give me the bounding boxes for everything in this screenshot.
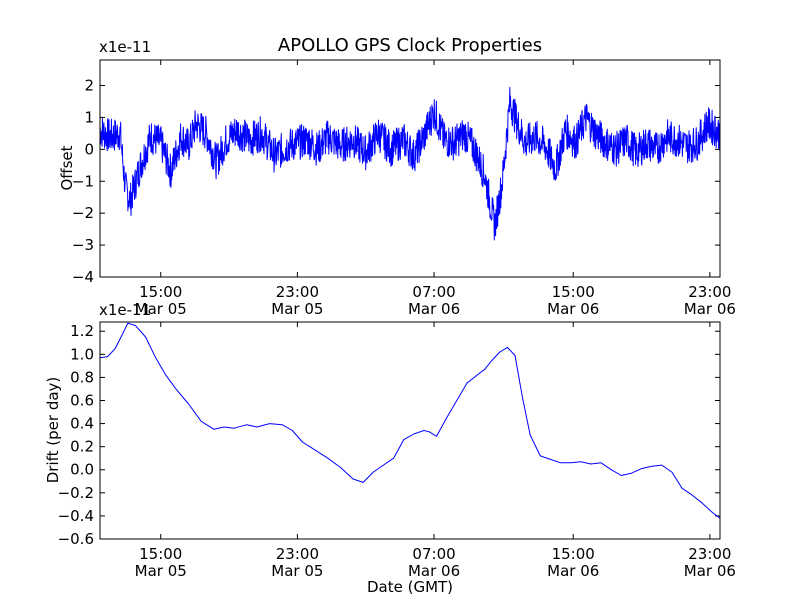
- y-tick-label: −1: [72, 172, 94, 190]
- y-tick-label: −0.2: [58, 484, 94, 502]
- drift-y-offset-text: x1e-11: [99, 301, 151, 319]
- offset-chart: APOLLO GPS Clock Properties x1e-11 Offse…: [58, 35, 736, 318]
- x-tick-label-time: 15:00: [552, 545, 595, 563]
- y-tick-label: 0: [84, 140, 94, 158]
- drift-series: [99, 322, 721, 519]
- offset-y-axis-label: Offset: [58, 145, 76, 190]
- y-tick-label: −4: [72, 268, 94, 286]
- x-tick-label-time: 15:00: [139, 283, 182, 301]
- drift-y-axis-label: Drift (per day): [44, 377, 62, 484]
- y-tick-label: 2: [84, 77, 94, 95]
- x-tick-label-date: Mar 06: [408, 300, 460, 318]
- x-tick-label-date: Mar 05: [271, 300, 323, 318]
- x-tick-label-date: Mar 06: [547, 300, 599, 318]
- y-tick-label: 0.2: [70, 438, 94, 456]
- y-tick-label: 1.2: [70, 322, 94, 340]
- y-tick-label: 0.6: [70, 391, 94, 409]
- drift-chart: x1e-11 Drift (per day) Date (GMT) −0.6−0…: [44, 301, 736, 596]
- y-tick-label: −0.4: [58, 507, 94, 525]
- drift-y-ticks: −0.6 −0.4 −0.2 0.0 0.2 0.4 0.6 0.8 1.0 1.2: [58, 322, 720, 548]
- x-tick-label-time: 07:00: [412, 545, 455, 563]
- x-tick-label-date: Mar 05: [135, 300, 187, 318]
- x-tick-label-time: 23:00: [688, 283, 731, 301]
- x-tick-label-date: Mar 06: [547, 562, 599, 580]
- drift-x-axis-label: Date (GMT): [367, 578, 453, 596]
- chart-title: APOLLO GPS Clock Properties: [278, 35, 542, 56]
- y-tick-label: −0.6: [58, 530, 94, 548]
- y-tick-label: 0.4: [70, 415, 94, 433]
- x-tick-label-time: 23:00: [276, 283, 319, 301]
- series-line: [99, 86, 721, 241]
- x-tick-label-time: 23:00: [688, 545, 731, 563]
- x-tick-label-date: Mar 06: [684, 300, 736, 318]
- x-tick-label-date: Mar 06: [408, 562, 460, 580]
- x-tick-label-time: 15:00: [139, 545, 182, 563]
- y-tick-label: 1: [84, 108, 94, 126]
- series-line: [99, 322, 721, 519]
- offset-series: [99, 86, 721, 241]
- offset-axes-frame: [99, 59, 721, 278]
- y-tick-label: 1.0: [70, 345, 94, 363]
- x-tick-label-time: 15:00: [552, 283, 595, 301]
- x-tick-label-date: Mar 05: [271, 562, 323, 580]
- x-tick-label-time: 07:00: [412, 283, 455, 301]
- offset-y-offset-text: x1e-11: [99, 38, 151, 56]
- drift-axes-frame: [99, 321, 721, 540]
- x-tick-label-date: Mar 05: [135, 562, 187, 580]
- y-tick-label: 0.0: [70, 461, 94, 479]
- offset-y-ticks: −4 −3 −2 −1 0 1 2: [72, 77, 720, 286]
- y-tick-label: −2: [72, 204, 94, 222]
- y-tick-label: −3: [72, 236, 94, 254]
- x-tick-label-date: Mar 06: [684, 562, 736, 580]
- x-tick-label-time: 23:00: [276, 545, 319, 563]
- y-tick-label: 0.8: [70, 368, 94, 386]
